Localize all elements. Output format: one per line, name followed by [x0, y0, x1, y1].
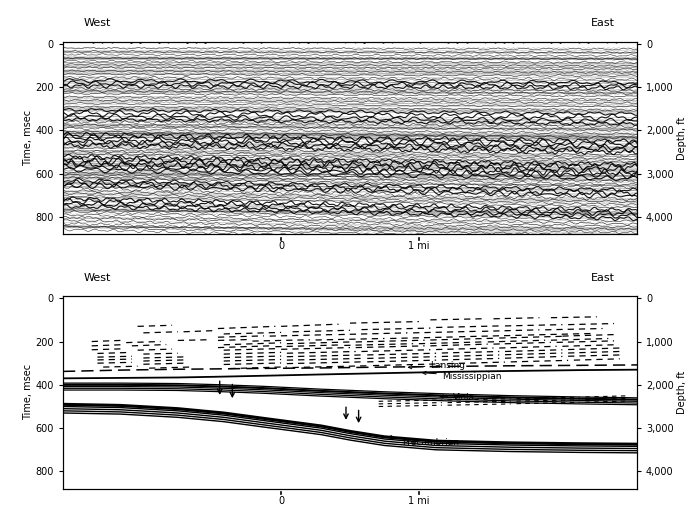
Text: Lansing: Lansing [408, 361, 466, 370]
Text: Precambrian: Precambrian [389, 436, 459, 447]
Text: West: West [84, 18, 111, 28]
Y-axis label: Depth, ft: Depth, ft [677, 371, 687, 414]
Y-axis label: Time, msec: Time, msec [22, 365, 33, 421]
Text: West: West [84, 272, 111, 282]
Text: Mississippian: Mississippian [423, 371, 501, 381]
Text: 0: 0 [278, 241, 284, 251]
Text: 1 mi: 1 mi [408, 496, 430, 506]
Text: East: East [591, 272, 615, 282]
Text: Viola: Viola [440, 393, 475, 402]
Text: 0: 0 [278, 496, 284, 506]
Y-axis label: Time, msec: Time, msec [22, 110, 33, 166]
Text: East: East [591, 18, 615, 28]
Y-axis label: Depth, ft: Depth, ft [677, 116, 687, 160]
Text: 1 mi: 1 mi [408, 241, 430, 251]
